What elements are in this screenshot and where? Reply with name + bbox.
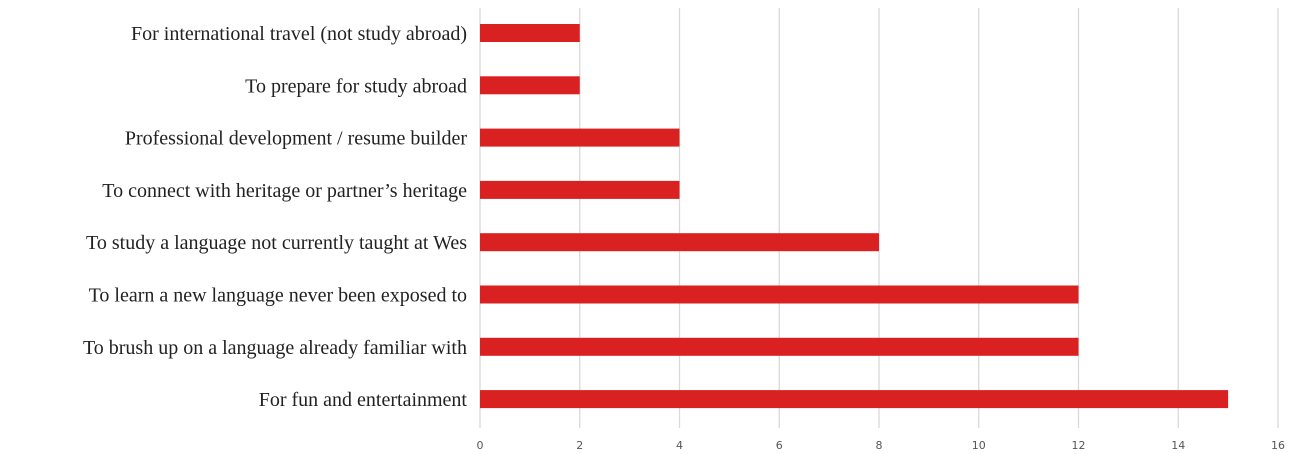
- x-tick-label: 16: [1271, 439, 1285, 452]
- x-tick-label: 4: [676, 439, 683, 452]
- category-label: Professional development / resume builde…: [125, 128, 467, 150]
- category-label: For fun and entertainment: [259, 389, 468, 411]
- bar: [480, 180, 680, 199]
- category-labels: For international travel (not study abro…: [83, 23, 467, 411]
- x-tick-label: 0: [477, 439, 484, 452]
- x-tick-label: 6: [776, 439, 783, 452]
- bar: [480, 390, 1229, 409]
- bar: [480, 24, 580, 42]
- bar: [480, 233, 879, 252]
- x-axis-ticks: 0 2 4 6 8 10 12 14 16: [477, 439, 1286, 452]
- bar: [480, 128, 680, 147]
- category-label: To connect with heritage or partner’s he…: [102, 180, 467, 202]
- category-label: To brush up on a language already famili…: [83, 337, 467, 359]
- gridlines: [479, 8, 1279, 428]
- x-tick-label: 2: [576, 439, 583, 452]
- x-tick-label: 10: [972, 439, 986, 452]
- bar: [480, 337, 1079, 356]
- x-tick-label: 12: [1072, 439, 1086, 452]
- category-label: To prepare for study abroad: [245, 75, 467, 97]
- x-tick-label: 8: [876, 439, 883, 452]
- category-label: For international travel (not study abro…: [131, 23, 467, 45]
- bar: [480, 285, 1079, 304]
- bar: [480, 76, 580, 95]
- category-label: To learn a new language never been expos…: [89, 285, 467, 307]
- category-label: To study a language not currently taught…: [86, 232, 467, 254]
- bars: [480, 24, 1229, 409]
- x-tick-label: 14: [1171, 439, 1185, 452]
